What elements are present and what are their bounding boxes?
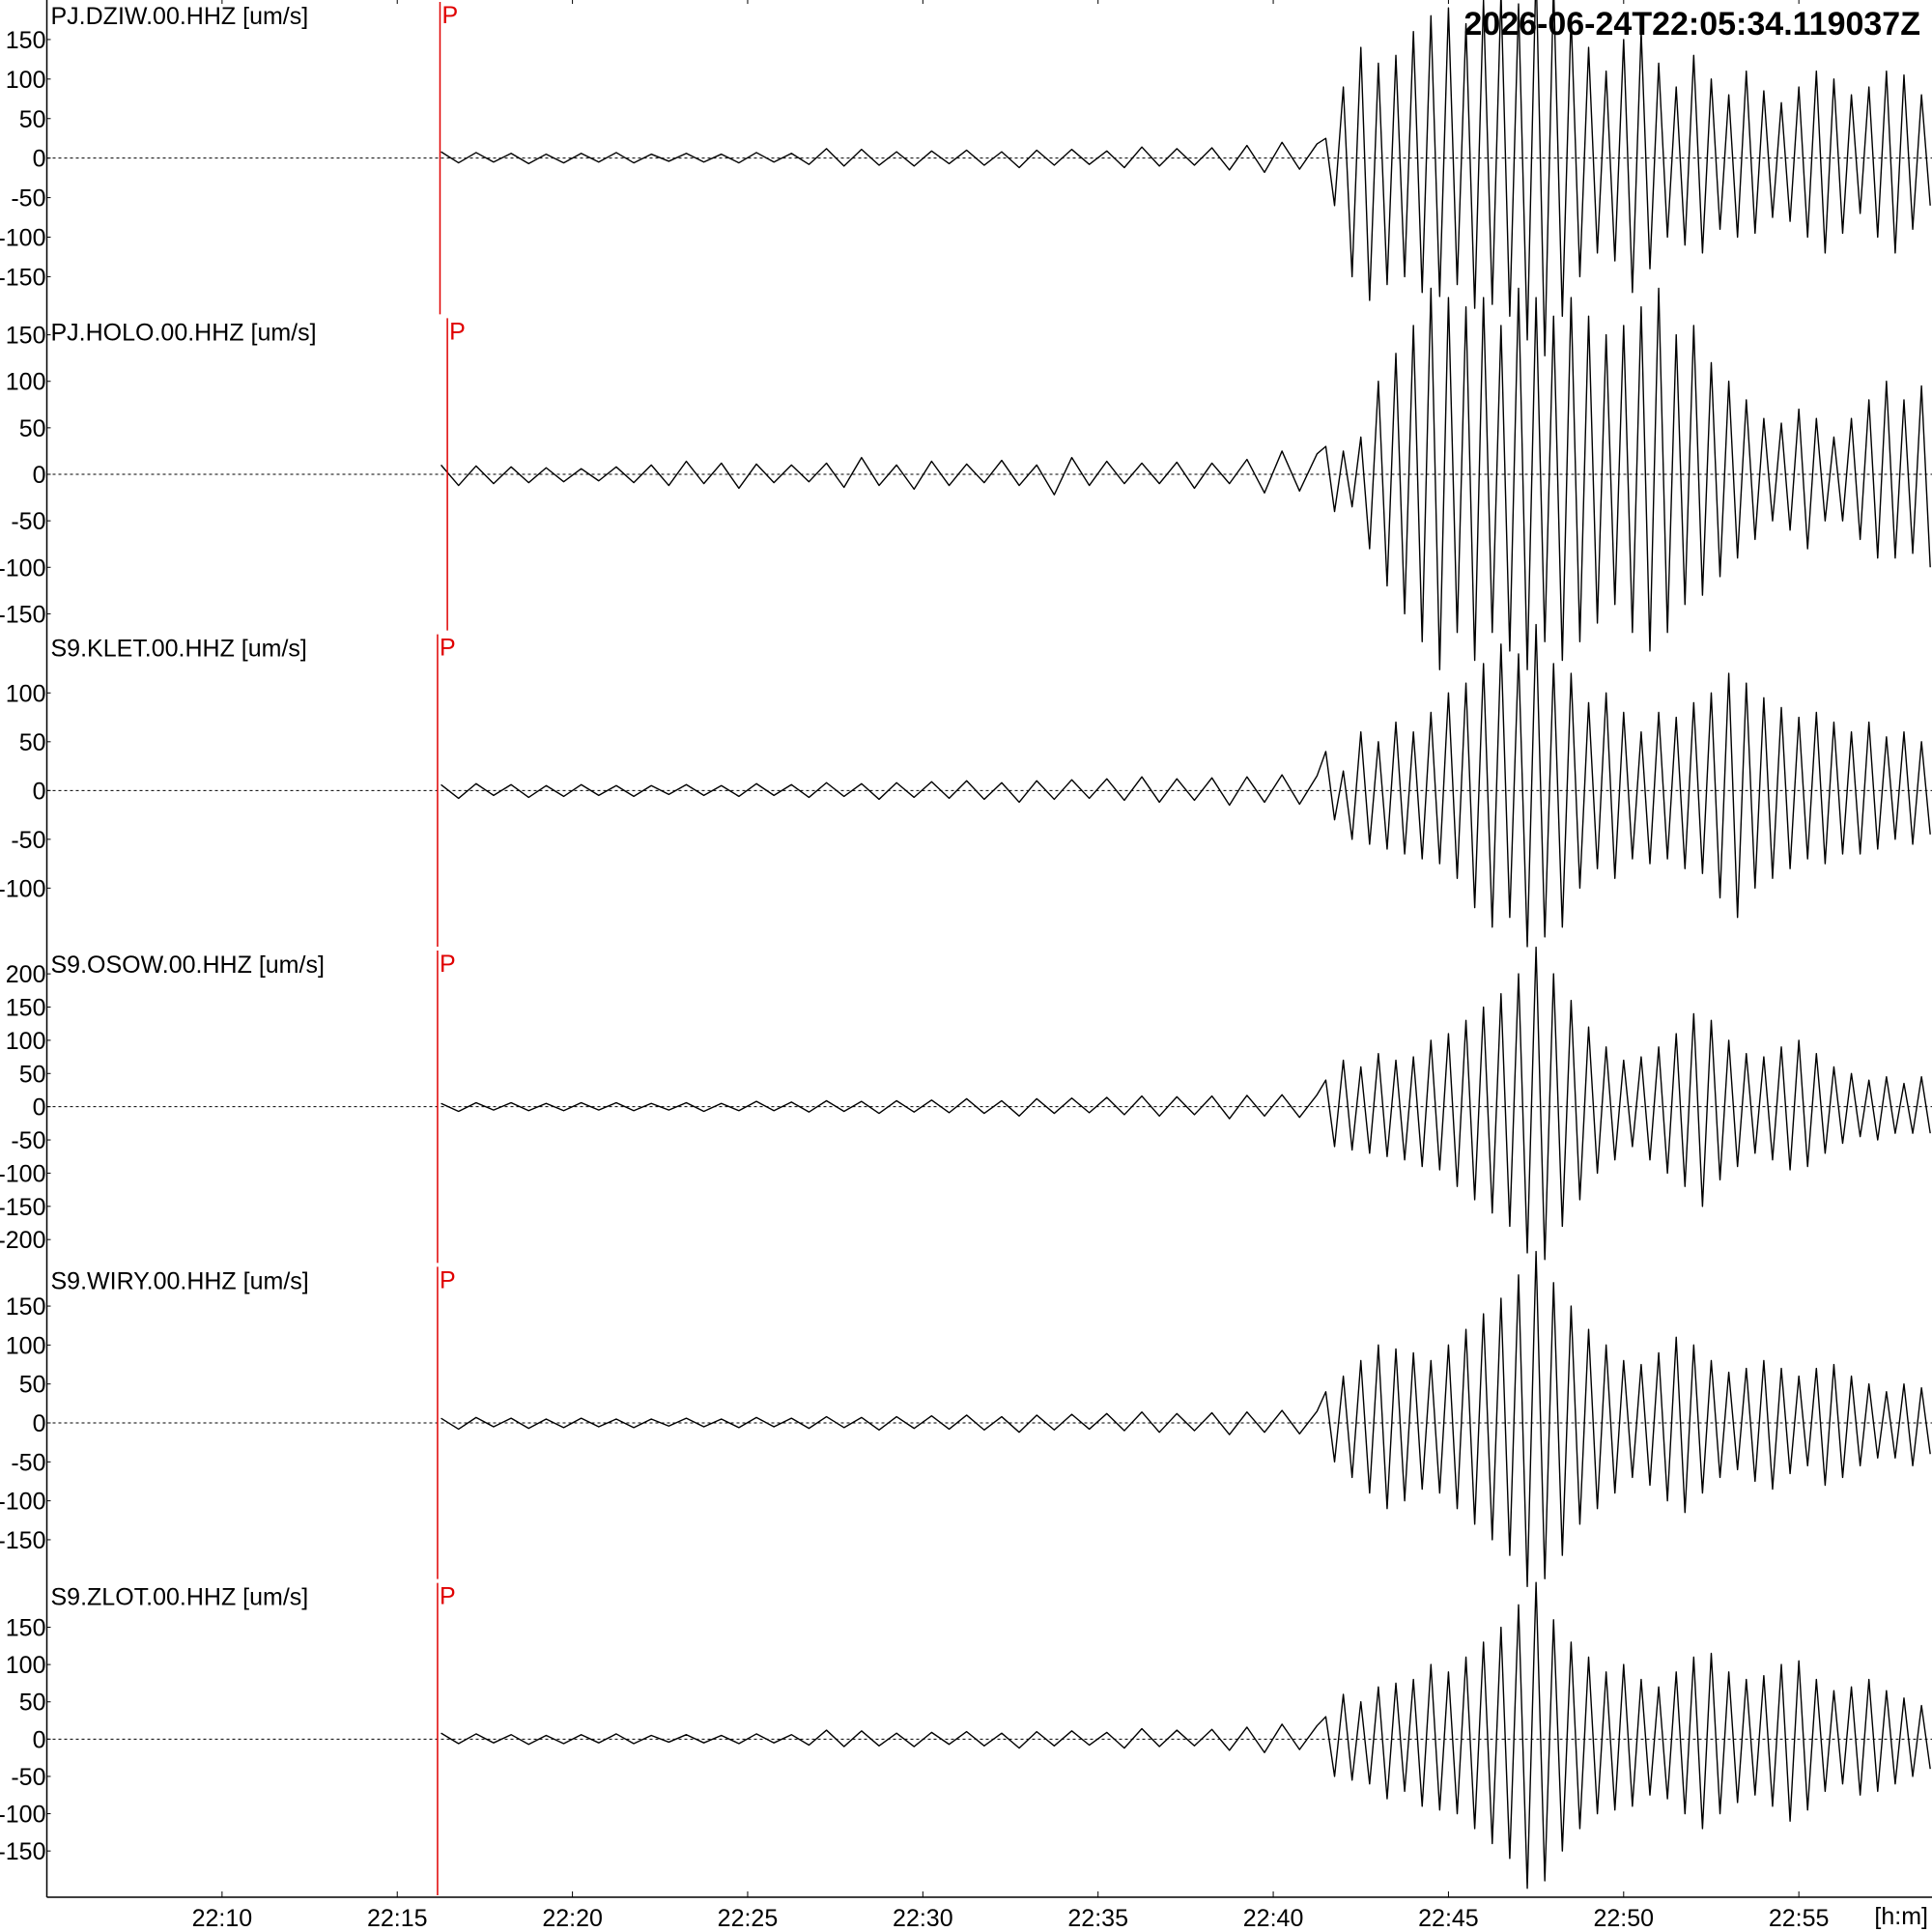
y-tick-label: -100 <box>0 1802 46 1829</box>
trace-title: S9.OSOW.00.HHZ [um/s] <box>51 952 325 979</box>
y-tick-label: 100 <box>6 680 46 707</box>
y-tick-label: 150 <box>6 27 46 54</box>
y-tick-label: 150 <box>6 323 46 350</box>
y-tick-label: -150 <box>0 264 46 291</box>
y-tick-label: 100 <box>6 67 46 94</box>
y-tick-label: -150 <box>0 1194 46 1221</box>
y-tick-label: -150 <box>0 601 46 628</box>
trace-title: S9.WIRY.00.HHZ [um/s] <box>51 1267 309 1294</box>
pick-label: P <box>440 635 456 662</box>
y-tick-label: -200 <box>0 1227 46 1254</box>
x-tick-label: 22:50 <box>1594 1905 1655 1932</box>
y-tick-label: 200 <box>6 961 46 988</box>
y-tick-label: 0 <box>33 146 46 173</box>
y-tick-label: 0 <box>33 1094 46 1122</box>
y-tick-label: -150 <box>0 1527 46 1554</box>
y-tick-label: 50 <box>19 729 46 756</box>
x-tick-label: 22:40 <box>1243 1905 1304 1932</box>
trace-title: PJ.HOLO.00.HHZ [um/s] <box>51 319 317 346</box>
y-tick-label: 100 <box>6 1028 46 1055</box>
y-tick-label: -100 <box>0 1489 46 1516</box>
y-tick-label: 0 <box>33 1726 46 1753</box>
pick-label: P <box>440 951 456 978</box>
x-tick-label: 22:55 <box>1769 1905 1830 1932</box>
pick-label: P <box>440 1266 456 1293</box>
x-tick-label: 22:45 <box>1418 1905 1479 1932</box>
y-tick-label: 0 <box>33 462 46 489</box>
y-tick-label: 100 <box>6 1332 46 1359</box>
x-tick-label: 22:20 <box>542 1905 603 1932</box>
x-tick-label: 22:15 <box>367 1905 428 1932</box>
y-tick-label: 50 <box>19 106 46 133</box>
y-tick-label: -100 <box>0 554 46 582</box>
y-tick-label: -100 <box>0 875 46 902</box>
y-tick-label: -50 <box>11 1764 45 1791</box>
y-tick-label: -50 <box>11 508 45 535</box>
waveform <box>440 623 1931 948</box>
pick-label: P <box>440 1583 456 1610</box>
y-tick-label: 50 <box>19 1372 46 1399</box>
y-tick-label: 150 <box>6 1293 46 1321</box>
y-tick-label: -50 <box>11 827 45 854</box>
y-tick-label: 100 <box>6 369 46 396</box>
y-tick-label: -100 <box>0 1160 46 1187</box>
waveform <box>440 1250 1931 1588</box>
y-tick-label: 0 <box>33 778 46 805</box>
waveform <box>440 946 1931 1261</box>
start-time: 2026-06-24T22:05:34.119037Z <box>1463 6 1920 43</box>
y-tick-label: 50 <box>19 1061 46 1088</box>
trace-title: S9.KLET.00.HHZ [um/s] <box>51 636 307 663</box>
y-tick-label: -50 <box>11 185 45 213</box>
y-tick-label: 0 <box>33 1410 46 1437</box>
y-tick-label: -100 <box>0 225 46 252</box>
y-tick-label: -150 <box>0 1838 46 1865</box>
pick-label: P <box>449 318 466 345</box>
trace-title: PJ.DZIW.00.HHZ [um/s] <box>51 3 309 30</box>
y-tick-label: -50 <box>11 1127 45 1154</box>
trace-title: S9.ZLOT.00.HHZ [um/s] <box>51 1584 309 1611</box>
y-tick-label: 50 <box>19 415 46 442</box>
waveform <box>440 0 1931 356</box>
x-tick-label: 22:35 <box>1067 1905 1128 1932</box>
x-axis-label: [h:m] <box>1874 1903 1928 1930</box>
y-tick-label: 50 <box>19 1690 46 1717</box>
y-tick-label: -50 <box>11 1449 45 1476</box>
y-tick-label: 150 <box>6 1615 46 1642</box>
waveform <box>440 287 1931 670</box>
x-tick-label: 22:25 <box>718 1905 779 1932</box>
x-tick-label: 22:30 <box>893 1905 953 1932</box>
pick-label: P <box>441 2 458 29</box>
x-tick-label: 22:10 <box>192 1905 253 1932</box>
y-tick-label: 150 <box>6 995 46 1022</box>
waveform <box>440 1581 1931 1889</box>
y-tick-label: 100 <box>6 1652 46 1679</box>
